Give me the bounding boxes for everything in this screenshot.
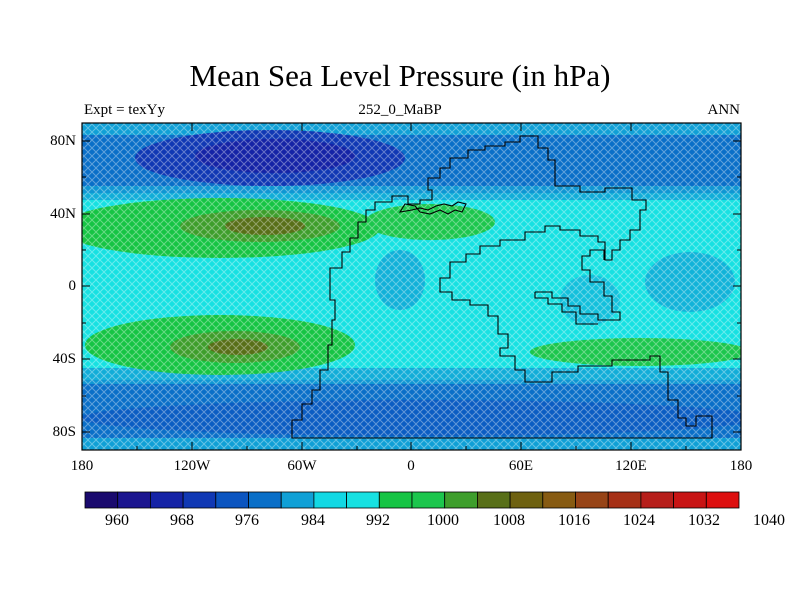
colorbar xyxy=(84,491,740,509)
lon-label-60e: 60E xyxy=(508,458,534,474)
lat-label-80n: 80N xyxy=(50,133,76,149)
colorbar-label: 984 xyxy=(301,512,325,529)
lat-ticks xyxy=(82,140,741,433)
colorbar-label: 1032 xyxy=(688,512,720,529)
tethys-coastline xyxy=(398,201,467,215)
inner-sea-coastline xyxy=(534,249,621,325)
colorbar-label: 1040 xyxy=(753,512,785,529)
colorbar-label: 1016 xyxy=(558,512,590,529)
lat-label-40s: 40S xyxy=(52,351,76,367)
lon-label-120e: 120E xyxy=(615,458,647,474)
period-label: 252_0_MaBP xyxy=(358,102,442,118)
lon-label-180e: 180 xyxy=(729,458,753,474)
colorbar-box xyxy=(705,491,740,509)
colorbar-box xyxy=(444,491,478,509)
colorbar-box xyxy=(542,491,576,509)
lat-label-80s: 80S xyxy=(52,424,76,440)
colorbar-label: 968 xyxy=(170,512,194,529)
pressure-field xyxy=(82,123,741,450)
season-label: ANN xyxy=(707,102,741,118)
colorbar-box xyxy=(640,491,675,509)
colorbar-box xyxy=(280,491,315,509)
colorbar-box xyxy=(84,491,119,509)
lon-label-180w: 180 xyxy=(70,458,94,474)
lat-label-0: 0 xyxy=(68,278,77,294)
colorbar-box xyxy=(673,491,707,509)
colorbar-box xyxy=(476,491,511,509)
colorbar-box xyxy=(575,491,609,509)
colorbar-box xyxy=(215,491,249,509)
colorbar-box xyxy=(117,491,151,509)
lon-label-60w: 60W xyxy=(287,458,317,474)
colorbar-label: 1024 xyxy=(623,512,655,529)
colorbar-box xyxy=(509,491,544,509)
pangaea-coastline xyxy=(291,135,713,439)
colorbar-label: 1000 xyxy=(427,512,459,529)
colorbar-label: 976 xyxy=(235,512,259,529)
colorbar-box xyxy=(378,491,413,509)
colorbar-box xyxy=(313,491,347,509)
colorbar-box xyxy=(346,491,380,509)
colorbar-box xyxy=(182,491,217,509)
colorbar-box xyxy=(248,491,282,509)
colorbar-label: 992 xyxy=(366,512,390,529)
experiment-label: Expt = texYy xyxy=(84,102,165,118)
lon-ticks xyxy=(136,123,687,450)
colorbar-box xyxy=(149,491,184,509)
colorbar-label: 960 xyxy=(105,512,129,529)
map-title: Mean Sea Level Pressure (in hPa) xyxy=(189,58,611,93)
colorbar-box xyxy=(411,491,446,509)
colorbar-label: 1008 xyxy=(493,512,525,529)
lon-label-120w: 120W xyxy=(173,458,211,474)
lon-label-0: 0 xyxy=(407,458,415,474)
colorbar-box xyxy=(607,491,642,509)
lat-label-40n: 40N xyxy=(50,206,76,222)
